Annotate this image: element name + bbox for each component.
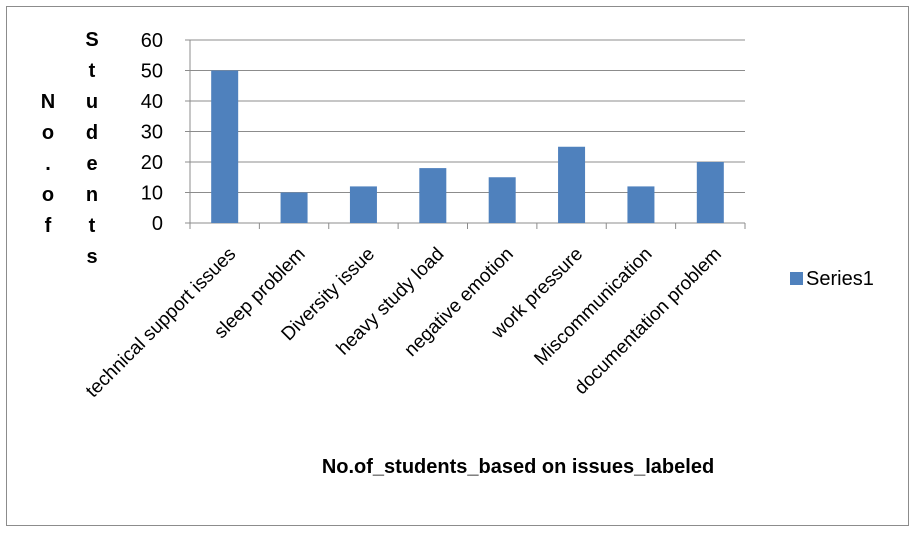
y-tick-label: 0 xyxy=(152,213,163,235)
legend-swatch xyxy=(790,272,803,285)
y-axis-label-letter: t xyxy=(89,215,96,237)
y-tick-label: 40 xyxy=(141,91,163,113)
bar xyxy=(558,146,586,223)
y-axis-label-letter: N xyxy=(41,91,55,113)
y-tick-label: 20 xyxy=(141,152,163,174)
chart-frame xyxy=(6,6,909,526)
bar xyxy=(488,177,516,223)
legend-label: Series1 xyxy=(806,268,874,290)
bar xyxy=(280,192,308,223)
y-axis-label-letter: f xyxy=(45,215,52,237)
y-tick-label: 50 xyxy=(141,61,163,83)
y-axis-label-letter: o xyxy=(42,122,54,144)
x-tick-label: Miscommunication xyxy=(530,244,656,370)
bar xyxy=(349,186,377,223)
bar xyxy=(696,162,724,223)
bar xyxy=(627,186,655,223)
y-axis-label-letter: t xyxy=(89,60,96,82)
x-axis-title: No.of_students_based on issues_labeled xyxy=(322,456,714,478)
y-axis-label-letter: d xyxy=(86,122,98,144)
y-axis-label-letter: . xyxy=(45,153,51,175)
y-tick-label: 30 xyxy=(141,122,163,144)
y-tick-label: 60 xyxy=(141,30,163,52)
y-axis-label-letter: n xyxy=(86,184,98,206)
x-tick-label: documentation problem xyxy=(571,244,726,399)
y-axis-label-letter: S xyxy=(85,29,98,51)
bar xyxy=(211,70,239,223)
bar xyxy=(419,168,447,223)
y-axis-label-letter: s xyxy=(86,246,97,268)
y-tick-label: 10 xyxy=(141,183,163,205)
y-axis-label-letter: e xyxy=(86,153,97,175)
y-axis-label-letter: o xyxy=(42,184,54,206)
y-axis-label-letter: u xyxy=(86,91,98,113)
